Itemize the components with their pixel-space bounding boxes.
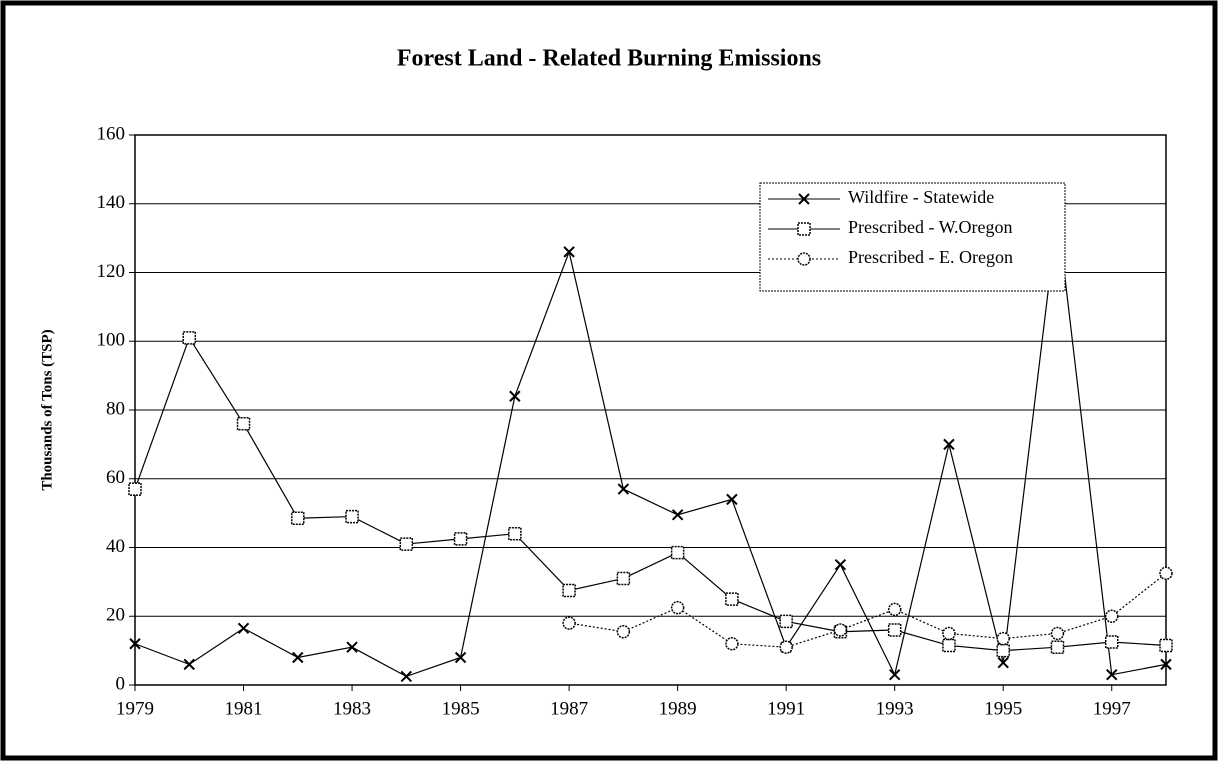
series-line — [134, 336, 1167, 652]
x-tick-label: 1997 — [1093, 698, 1131, 719]
marker — [1050, 640, 1065, 654]
marker — [453, 532, 468, 546]
marker — [346, 641, 358, 653]
marker — [509, 390, 521, 402]
marker — [1104, 635, 1119, 649]
marker — [942, 638, 956, 653]
marker — [508, 527, 522, 541]
legend — [759, 182, 1066, 292]
marker — [1160, 658, 1172, 671]
y-tick-label: 120 — [97, 261, 126, 282]
marker — [236, 417, 251, 431]
marker — [563, 246, 575, 258]
legend-label: Prescribed - E. Oregon — [848, 247, 1013, 267]
marker — [797, 252, 811, 266]
marker — [562, 583, 576, 598]
marker — [291, 511, 305, 526]
x-tick-label: 1985 — [442, 698, 480, 719]
series-line — [569, 572, 1167, 648]
x-tick-label: 1989 — [659, 698, 697, 719]
y-tick-label: 40 — [106, 536, 125, 557]
chart-title: Forest Land - Related Burning Emissions — [397, 46, 821, 72]
marker — [616, 624, 631, 639]
marker — [996, 631, 1010, 646]
y-tick-label: 60 — [106, 467, 125, 488]
marker — [943, 438, 955, 451]
legend-label: Prescribed - W.Oregon — [848, 217, 1012, 237]
marker — [725, 592, 739, 606]
marker — [616, 571, 631, 586]
marker — [1159, 638, 1173, 653]
marker — [562, 616, 576, 630]
x-tick-label: 1981 — [225, 698, 263, 719]
marker — [1050, 626, 1065, 641]
marker — [1104, 609, 1119, 623]
y-tick-label: 160 — [97, 123, 126, 144]
marker — [887, 623, 902, 637]
marker — [996, 643, 1010, 658]
marker — [779, 640, 793, 654]
marker — [399, 537, 414, 551]
y-tick-label: 140 — [97, 192, 126, 213]
y-tick-label: 0 — [116, 673, 126, 694]
plot-border — [134, 134, 1167, 686]
marker — [670, 545, 685, 560]
marker — [292, 651, 304, 664]
y-tick-label: 20 — [106, 605, 125, 626]
marker — [454, 651, 467, 664]
marker — [888, 668, 901, 681]
marker — [182, 331, 197, 345]
marker — [834, 558, 847, 571]
marker — [128, 482, 142, 496]
x-tick-label: 1987 — [550, 698, 588, 719]
marker — [798, 193, 810, 205]
marker — [1106, 668, 1118, 681]
marker — [725, 637, 739, 651]
x-tick-label: 1991 — [767, 698, 805, 719]
marker — [670, 600, 685, 615]
x-tick-label: 1983 — [333, 698, 371, 719]
marker — [1159, 566, 1173, 581]
marker — [400, 670, 413, 683]
marker — [671, 509, 684, 521]
marker — [129, 638, 141, 650]
y-tick-label: 100 — [97, 330, 126, 351]
x-tick-label: 1993 — [876, 698, 914, 719]
marker — [345, 509, 359, 524]
marker — [942, 626, 956, 641]
x-tick-label: 1979 — [116, 698, 154, 719]
y-tick-label: 80 — [106, 398, 125, 419]
marker — [183, 658, 195, 671]
marker — [887, 602, 902, 617]
x-tick-label: 1995 — [984, 698, 1022, 719]
marker — [997, 656, 1009, 669]
marker — [779, 614, 793, 629]
marker — [237, 622, 250, 634]
marker — [726, 493, 738, 506]
legend-label: Wildfire - Statewide — [848, 187, 994, 207]
y-axis-label: Thousands of Tons (TSP) — [39, 329, 55, 490]
marker — [797, 222, 811, 236]
marker — [617, 483, 630, 495]
series-line — [134, 213, 1167, 678]
marker — [833, 623, 848, 637]
